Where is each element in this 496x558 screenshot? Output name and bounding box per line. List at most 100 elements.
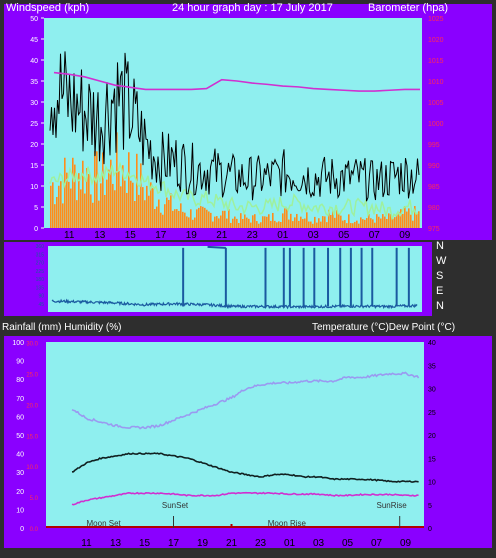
wind-speed-bar xyxy=(330,215,332,228)
wind-speed-bar xyxy=(418,211,420,228)
baro-y-tick-label: 1025 xyxy=(428,16,444,23)
wind-speed-bar xyxy=(218,218,220,228)
wind-speed-bar xyxy=(282,213,284,228)
wind-speed-bar xyxy=(266,217,268,228)
rain-y-tick-label: 20.0 xyxy=(26,403,38,409)
wind-speed-bar xyxy=(252,215,254,228)
direction-y-tick-label: 45 xyxy=(38,302,44,308)
wind-left-axis-label: Windspeed (kph) xyxy=(6,2,89,14)
temp-y-tick-label: 40 xyxy=(428,340,436,347)
annotation-sunrise: SunRise xyxy=(377,501,408,510)
wind-speed-bar xyxy=(208,211,210,228)
wind-speed-bar xyxy=(304,219,306,228)
wind-speed-bar xyxy=(178,211,180,228)
wind-speed-bar xyxy=(318,218,320,228)
wind-speed-bar xyxy=(56,197,58,228)
wind-speed-bar xyxy=(222,211,224,228)
wind-speed-bar xyxy=(202,207,204,228)
wind-speed-bar xyxy=(104,195,106,228)
wind-speed-bar xyxy=(258,224,260,228)
wind-speed-bar xyxy=(244,214,246,228)
wind-speed-bar xyxy=(176,209,178,228)
wind-speed-bar xyxy=(410,215,412,228)
wind-speed-bar xyxy=(406,212,408,228)
wind-speed-bar xyxy=(260,222,262,228)
wind-speed-bar xyxy=(286,208,288,228)
wind-speed-bar xyxy=(186,216,188,228)
humidity-y-tick-label: 40 xyxy=(16,452,24,459)
temp-y-tick-label: 5 xyxy=(428,503,432,510)
wind-speed-bar xyxy=(212,222,214,228)
wind-speed-bar xyxy=(256,221,258,228)
wind-speed-bar xyxy=(296,214,298,228)
wind-speed-bar xyxy=(350,223,352,228)
baro-right-axis-label: Barometer (hpa) xyxy=(368,2,448,14)
baro-y-tick-label: 985 xyxy=(428,184,440,191)
wind-speed-bar xyxy=(158,200,160,228)
wind-speed-bar xyxy=(374,223,376,228)
wind-speed-bar xyxy=(160,213,162,228)
wind-speed-bar xyxy=(264,216,266,228)
baro-y-tick-label: 975 xyxy=(428,226,440,233)
wind-speed-bar xyxy=(188,217,190,228)
wind-speed-bar xyxy=(234,217,236,228)
wind-speed-bar xyxy=(288,220,290,228)
wind-speed-bar xyxy=(100,183,102,228)
wind-speed-bar xyxy=(92,203,94,228)
baro-y-tick-label: 995 xyxy=(428,142,440,149)
wind-speed-bar xyxy=(354,222,356,228)
wind-speed-bar xyxy=(192,220,194,228)
wind-speed-bar xyxy=(224,211,226,228)
wind-speed-bar xyxy=(152,188,154,228)
wind-speed-bar xyxy=(284,208,286,228)
wind-speed-bar xyxy=(200,206,202,228)
wind-speed-bar xyxy=(228,209,230,228)
temp-x-tick-label: 23 xyxy=(255,538,267,549)
wind-speed-bar xyxy=(76,200,78,228)
wind-y-tick-label: 40 xyxy=(30,58,38,65)
wind-speed-bar xyxy=(358,224,360,228)
humidity-y-tick-label: 30 xyxy=(16,470,24,477)
wind-speed-bar xyxy=(108,170,110,228)
wind-speed-bar xyxy=(64,158,66,228)
wind-speed-bar xyxy=(182,212,184,228)
temp-right-axis-label: Temperature (°C)Dew Point (°C) xyxy=(312,322,455,333)
baro-y-tick-label: 980 xyxy=(428,205,440,212)
wind-speed-bar xyxy=(402,214,404,228)
wind-speed-bar xyxy=(280,222,282,228)
wind-speed-bar xyxy=(62,203,64,228)
wind-speed-bar xyxy=(60,181,62,228)
wind-speed-bar xyxy=(82,161,84,228)
wind-speed-bar xyxy=(170,193,172,228)
compass-label: N xyxy=(436,300,444,312)
annotation-sunset: SunSet xyxy=(162,501,189,510)
wind-speed-bar xyxy=(118,171,120,228)
wind-x-tick-label: 21 xyxy=(216,230,228,241)
wind-speed-bar xyxy=(342,221,344,228)
wind-speed-bar xyxy=(144,200,146,228)
wind-speed-bar xyxy=(322,216,324,228)
temp-x-tick-label: 11 xyxy=(81,538,92,549)
direction-y-tick-label: 315 xyxy=(36,252,45,258)
humidity-y-tick-label: 20 xyxy=(16,489,24,496)
wind-speed-bar xyxy=(352,223,354,228)
humidity-y-tick-label: 0 xyxy=(20,526,24,533)
rain-y-tick-label: 30.0 xyxy=(26,342,38,348)
humidity-y-tick-label: 80 xyxy=(16,377,24,384)
wind-speed-bar xyxy=(52,182,54,228)
wind-speed-bar xyxy=(124,181,126,228)
wind-speed-bar xyxy=(146,186,148,228)
wind-speed-bar xyxy=(300,217,302,228)
temp-plot-area xyxy=(46,342,424,528)
temp-y-tick-label: 15 xyxy=(428,456,436,463)
wind-speed-bar xyxy=(334,218,336,228)
wind-x-tick-label: 01 xyxy=(277,230,289,241)
wind-speed-bar xyxy=(190,209,192,228)
baro-y-tick-label: 1005 xyxy=(428,100,444,107)
wind-speed-bar xyxy=(102,152,104,228)
baro-y-tick-label: 1010 xyxy=(428,79,444,86)
wind-speed-bar xyxy=(136,154,138,228)
temp-x-tick-label: 13 xyxy=(110,538,122,549)
wind-speed-bar xyxy=(98,201,100,228)
